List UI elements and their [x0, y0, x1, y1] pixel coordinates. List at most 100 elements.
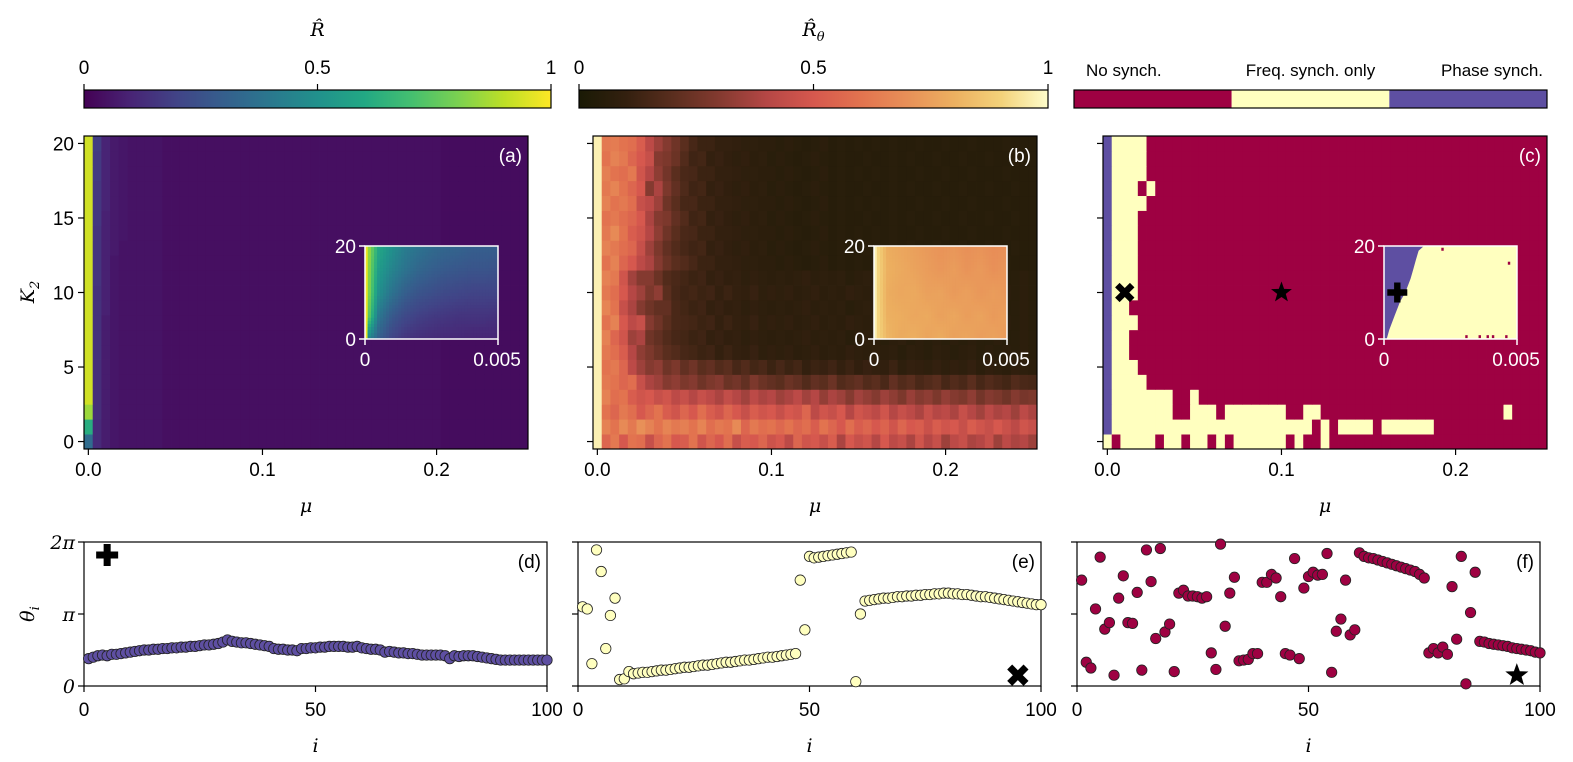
inset-cell: [404, 292, 408, 296]
inset-cell: [994, 292, 999, 296]
inset-cell: [910, 280, 914, 284]
inset-cell: [464, 246, 469, 250]
inset-cell: [374, 323, 378, 327]
inset-cell: [440, 298, 444, 303]
heatmap-cell: [1019, 180, 1029, 197]
inset-cell: [994, 323, 999, 327]
heatmap-cell: [292, 285, 303, 301]
inset-cell: [401, 304, 405, 309]
heatmap-cell: [240, 150, 250, 167]
inset-cell: [434, 308, 438, 312]
inset-cell: [482, 277, 487, 281]
heatmap-cell: [636, 240, 646, 256]
inset-cell: [485, 298, 490, 303]
inset-cell: [470, 326, 475, 331]
inset-cell: [934, 267, 938, 272]
inset-cell: [386, 326, 390, 331]
heatmap-cell: [292, 165, 303, 182]
inset-cell: [907, 270, 911, 275]
inset-cell: [476, 295, 481, 300]
inset-cell: [952, 267, 957, 272]
inset-cell: [467, 320, 472, 324]
heatmap-cell: [432, 150, 442, 167]
inset-cell: [910, 295, 914, 300]
inset-cell: [1000, 295, 1005, 300]
inset-cell: [988, 289, 993, 293]
heatmap-cell: [223, 299, 233, 316]
inset-cell: [985, 304, 990, 309]
heatmap-cell: [258, 299, 268, 316]
inset-cell: [910, 292, 914, 296]
inset-cell: [389, 255, 393, 259]
inset-cell: [410, 314, 414, 318]
heatmap-cell: [889, 389, 899, 405]
heatmap-cell: [136, 434, 146, 450]
heatmap-cell: [1028, 210, 1038, 226]
heatmap-cell: [906, 419, 916, 435]
heatmap-cell: [688, 255, 698, 271]
inset-cell: [988, 292, 993, 296]
inset-cell: [368, 304, 372, 309]
heatmap-cell: [310, 419, 320, 435]
heatmap-cell: [249, 389, 259, 405]
inset-cell: [979, 326, 984, 331]
heatmap-cell: [232, 359, 242, 375]
inset-cell: [440, 326, 444, 331]
inset-cell: [476, 280, 481, 284]
inset-cell: [964, 301, 969, 306]
heatmap-cell: [397, 434, 407, 450]
heatmap-cell: [232, 240, 242, 256]
inset-cell: [910, 270, 914, 275]
heatmap-cell: [319, 389, 329, 405]
inset-cell: [967, 308, 972, 312]
inset-cell: [916, 295, 920, 300]
heatmap-cell: [610, 359, 620, 375]
heatmap-cell: [854, 404, 864, 420]
inset-cell: [428, 301, 432, 306]
heatmap-cell: [636, 285, 646, 301]
inset-cell: [955, 273, 960, 278]
inset-cell: [425, 323, 429, 327]
inset-cell: [907, 273, 911, 278]
heatmap-cell: [775, 359, 785, 375]
inset-cell: [937, 301, 941, 306]
heatmap-cell: [214, 419, 224, 435]
inset-cell: [479, 304, 484, 309]
inset-cell: [955, 289, 960, 293]
inset-cell: [368, 323, 372, 327]
inset-cell: [410, 317, 414, 321]
heatmap-cell: [976, 374, 986, 390]
inset-cell: [395, 311, 399, 315]
heatmap-cell: [706, 374, 716, 390]
heatmap-cell: [976, 359, 986, 375]
heatmap-cell: [610, 299, 620, 316]
heatmap-cell: [949, 389, 960, 405]
heatmap-cell: [854, 314, 864, 331]
inset-cell: [377, 326, 381, 331]
heatmap-cell: [336, 255, 346, 271]
inset-cell: [937, 249, 941, 253]
inset-cell: [928, 255, 932, 259]
heatmap-cell: [414, 359, 424, 375]
inset-cell: [473, 255, 478, 259]
heatmap-cell: [645, 299, 655, 316]
inset-cell: [371, 252, 375, 256]
inset-cell: [988, 261, 993, 265]
inset-cell: [476, 277, 481, 281]
colorbar-label: R̂: [309, 19, 324, 41]
heatmap-cell: [1303, 434, 1313, 450]
inset-cell: [889, 246, 893, 250]
heatmap-cell: [301, 359, 311, 375]
heatmap-cell: [266, 210, 276, 226]
inset-cell: [985, 277, 990, 281]
heatmap-cell: [706, 210, 716, 226]
inset-cell: [488, 255, 493, 259]
heatmap-cell: [619, 299, 629, 316]
heatmap-cell: [619, 329, 629, 346]
inset-cell: [949, 292, 953, 296]
inset-cell: [973, 323, 978, 327]
inset-cell: [916, 277, 920, 281]
inset-cell: [880, 317, 884, 321]
inset-cell: [425, 277, 429, 281]
